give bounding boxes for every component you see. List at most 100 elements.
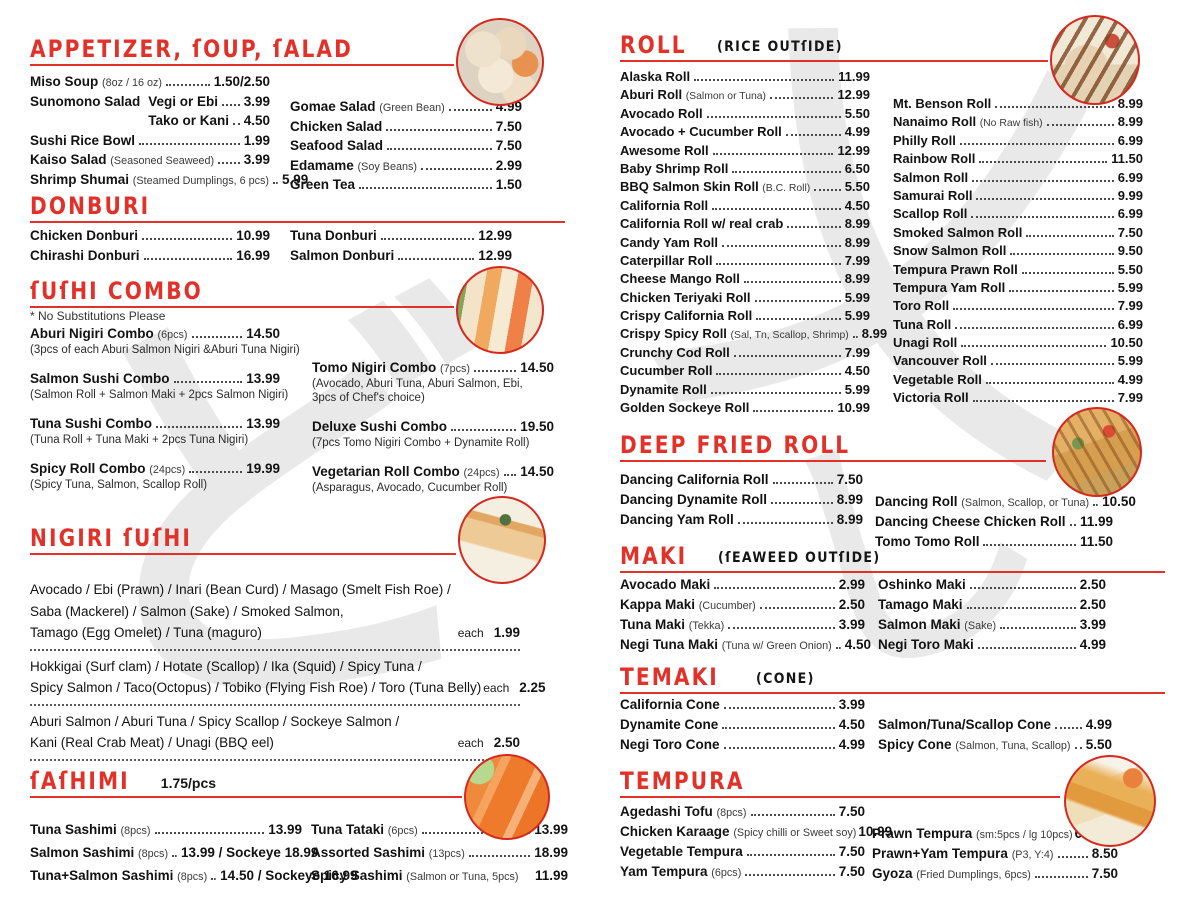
- item-name: Negi Toro Maki: [878, 637, 974, 652]
- dotted-leader: [959, 141, 1114, 145]
- sushi-combo-photo: [456, 266, 544, 354]
- item-price: 9.99: [1117, 187, 1143, 203]
- menu-item: Chirashi Donburi 16.99: [30, 246, 270, 266]
- menu-item: Chicken Teriyaki Roll 5.99: [620, 289, 870, 307]
- section-subtitle: (CONE): [755, 671, 815, 687]
- menu-column: Gomae Salad (Green Bean) 4.99 Chicken Sala…: [290, 97, 522, 195]
- menu-item: Mt. Benson Roll 8.99: [893, 95, 1143, 113]
- dotted-leader: [273, 180, 278, 184]
- group-separator: [30, 648, 520, 651]
- item-name: Dynamite Roll: [620, 381, 707, 397]
- section-title: ROLL: [620, 31, 687, 59]
- dotted-leader: [380, 236, 475, 240]
- dotted-leader: [723, 705, 835, 709]
- item-price: 1.99: [493, 625, 520, 640]
- dotted-leader: [222, 102, 240, 106]
- dotted-leader: [468, 853, 531, 857]
- section-subtitle: (ſEAWEED OUTſIDE): [717, 550, 881, 566]
- item-price: 10.99: [837, 400, 870, 416]
- menu-column: Tuna Sashimi (8pcs) 13.99 Salmon Sashimi (…: [30, 818, 358, 887]
- item-name: Salmon/Tuna/Scallop Cone: [878, 717, 1052, 732]
- item-name: Cucumber Roll: [620, 363, 713, 379]
- dotted-leader: [852, 334, 858, 339]
- item-price: 5.50: [1085, 737, 1112, 752]
- item-price: 7.50: [836, 472, 863, 487]
- menu-item: Aburi Nigiri Combo (6pcs) 14.50: [30, 325, 280, 343]
- item-price: 11.50: [1079, 534, 1113, 549]
- item-name: Chirashi Donburi: [30, 248, 140, 263]
- item-name: Alaska Roll: [620, 69, 691, 84]
- dotted-leader: [191, 334, 243, 338]
- appetizer-photo: [456, 18, 544, 106]
- each-label: each: [457, 736, 484, 750]
- item-name: Avocado + Cucumber Roll: [620, 124, 782, 140]
- item-name: Salmon Sashimi (8pcs): [30, 845, 169, 860]
- item-price: 8.99: [844, 271, 870, 287]
- item-name: Kani (Real Crab Meat) / Unagi (BBQ eel): [30, 735, 274, 750]
- menu-item: Tuna Donburi 12.99: [290, 226, 512, 246]
- item-name: Salmon Maki (Sake): [878, 617, 997, 632]
- menu-item-block: Vegetarian Roll Combo (24pcs) 14.50 (Aspar…: [312, 463, 554, 495]
- item-price: 4.99: [1085, 717, 1112, 732]
- menu-item: Avocado Roll 5.50: [620, 105, 870, 123]
- menu-item: Dancing Cheese Chicken Roll 11.99: [875, 512, 1113, 532]
- menu-item: Agedashi Tofu (8pcs) 7.50: [620, 802, 865, 822]
- dotted-leader: [448, 107, 492, 111]
- item-price: 2.50: [1079, 577, 1106, 592]
- menu-item: Crunchy Cod Roll 7.99: [620, 344, 870, 362]
- dotted-leader: [955, 325, 1114, 329]
- menu-item: Negi Toro Maki 4.99: [878, 635, 1106, 655]
- item-price: 8.99: [844, 216, 870, 232]
- item-price: 2.99: [495, 157, 522, 173]
- item-price: 14.50: [520, 464, 554, 479]
- dotted-leader: [961, 343, 1107, 348]
- dotted-leader: [737, 520, 833, 524]
- item-name: Crispy California Roll: [620, 308, 753, 324]
- menu-item: Spicy Cone (Salmon, Tuna, Scallop) 5.50: [878, 735, 1112, 755]
- section-note: * No Substitutions Please: [30, 309, 166, 323]
- item-name: Avocado Roll: [620, 105, 703, 121]
- deep-fried-roll-photo: [1052, 407, 1142, 497]
- menu-item: Tuna Sushi Combo 13.99: [30, 415, 280, 433]
- item-name: Tuna Tataki (6pcs): [311, 822, 418, 837]
- dotted-leader: [756, 316, 841, 321]
- menu-item: Rainbow Roll 11.50: [893, 150, 1143, 168]
- menu-item: Salmon Sushi Combo 13.99: [30, 370, 280, 388]
- menu-item: Salmon Maki (Sake) 3.99: [878, 615, 1106, 635]
- item-name: Vancouver Roll: [893, 353, 987, 369]
- menu-item: Cheese Mango Roll 8.99: [620, 270, 870, 288]
- dotted-leader: [189, 469, 243, 473]
- menu-item: Nanaimo Roll (No Raw fish) 8.99: [893, 113, 1143, 131]
- menu-item: Spicy Sashimi (Salmon or Tuna, 5pcs) 11.9…: [311, 864, 568, 887]
- menu-item: Tomo Tomo Roll 11.50: [875, 532, 1113, 552]
- item-name: Rainbow Roll: [893, 151, 976, 167]
- menu-item: Dancing California Roll 7.50: [620, 470, 863, 490]
- menu-item: Avocado Maki 2.99: [620, 575, 865, 595]
- menu-item: Tako or Kani 4.50: [148, 111, 270, 131]
- dotted-leader: [977, 645, 1076, 649]
- menu-item: Miso Soup (8oz / 16 oz) 1.50/2.50: [30, 72, 270, 92]
- item-price: 19.99: [246, 461, 280, 476]
- menu-item: California Roll w/ real crab 8.99: [620, 215, 870, 233]
- each-label: each: [483, 681, 510, 695]
- menu-item: Green Tea 1.50: [290, 175, 522, 195]
- menu-item: Caterpillar Roll 7.99: [620, 252, 870, 270]
- menu-item: Smoked Salmon Roll 7.50: [893, 224, 1143, 242]
- item-price: 8.99: [861, 326, 888, 342]
- dotted-leader: [1010, 251, 1114, 256]
- item-name: Nanaimo Roll (No Raw fish): [893, 114, 1043, 130]
- section-header-maki: MAKI (ſEAWEED OUTſIDE): [620, 543, 899, 569]
- item-name: Philly Roll: [893, 132, 956, 148]
- menu-item: Chicken Salad 7.50: [290, 117, 522, 137]
- dotted-leader: [716, 261, 841, 265]
- menu-item: Oshinko Maki 2.50: [878, 575, 1106, 595]
- section-title: DONBURI: [30, 192, 151, 220]
- menu-column: Chicken Donburi 10.99 Chirashi Donburi 16.9…: [30, 226, 270, 266]
- dotted-leader: [474, 368, 517, 372]
- menu-item: Samurai Roll 9.99: [893, 187, 1143, 205]
- dotted-leader: [971, 214, 1114, 219]
- menu-item: Deluxe Sushi Combo 19.50: [312, 418, 554, 436]
- menu-item: Assorted Sashimi (13pcs) 18.99: [311, 841, 568, 864]
- item-name: Spicy Roll Combo (24pcs): [30, 461, 186, 476]
- section-price-note: 1.75/pcs: [160, 775, 217, 791]
